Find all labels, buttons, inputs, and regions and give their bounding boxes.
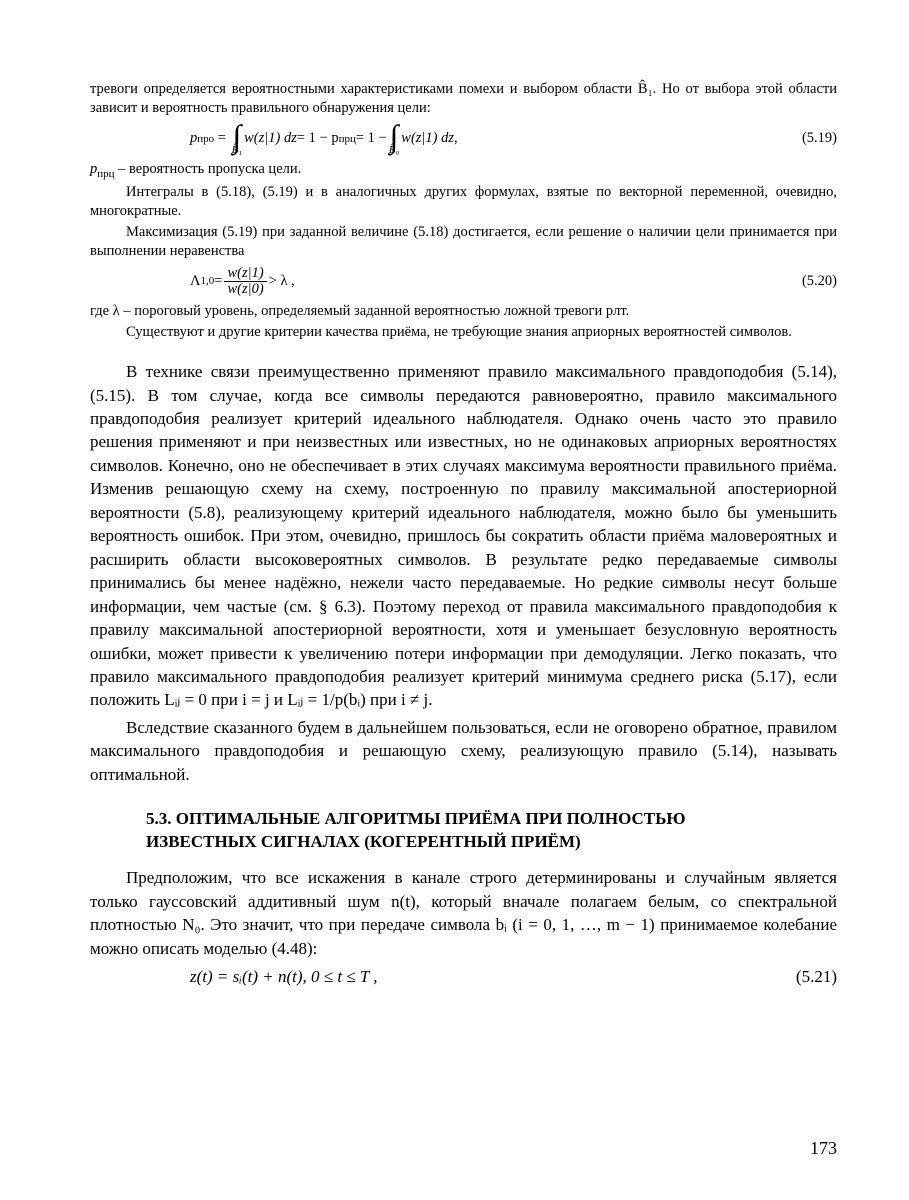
lambda-def: где λ – пороговый уровень, определяемый … (90, 302, 837, 321)
eq519-lhs: p (190, 130, 197, 146)
eq520-fraction: w(z|1) w(z|0) (224, 266, 266, 296)
page-number: 173 (810, 1136, 837, 1160)
eq519-int2-body: w(z|1) dz (401, 130, 454, 146)
p-sym-sub: прц (97, 168, 114, 180)
section-5-3-title: 5.3. ОПТИМАЛЬНЫЕ АЛГОРИТМЫ ПРИЁМА ПРИ ПО… (146, 808, 837, 854)
eq520-lhs-sub: 1,0 (201, 274, 215, 288)
int1-lower: B̂₁ (232, 147, 243, 154)
eq520-lhs: Λ (190, 272, 201, 291)
eq520-number: (5.20) (767, 272, 837, 291)
int2-lower: B̂₀ (389, 147, 400, 154)
page-container: тревоги определяется вероятностными хара… (0, 0, 909, 1200)
eq520-den: w(z|0) (227, 281, 263, 297)
integral-2: ∫ B̂₀ (389, 124, 400, 154)
eq519-mid1: = 1 − p (297, 129, 339, 148)
eq520-tail: > λ , (269, 272, 295, 291)
eq521-body: z(t) = sᵢ(t) + n(t), 0 ≤ t ≤ T , (190, 966, 378, 989)
section-title-line1: 5.3. ОПТИМАЛЬНЫЕ АЛГОРИТМЫ ПРИЁМА ПРИ ПО… (146, 808, 837, 831)
main-paragraph-1: В технике связи преимущественно применяю… (90, 360, 837, 712)
eq521-number: (5.21) (767, 966, 837, 989)
integral-1: ∫ B̂₁ (232, 124, 243, 154)
main-paragraph-2: Вследствие сказанного будем в дальнейшем… (90, 716, 837, 786)
eq519-int1-body: w(z|1) dz (244, 130, 297, 146)
other-criteria: Существуют и другие критерии качества пр… (90, 323, 837, 342)
equation-5-19: pпро = ∫ B̂₁ w(z|1) dz = 1 − pпрц = 1 − … (90, 124, 837, 154)
maximization-note: Максимизация (5.19) при заданной величин… (90, 223, 837, 261)
eq520-num: w(z|1) (227, 265, 263, 281)
eq519-mid2: = 1 − (356, 129, 387, 148)
equation-5-21: z(t) = sᵢ(t) + n(t), 0 ≤ t ≤ T , (5.21) (90, 966, 837, 989)
eq519-lhs-sub: про (197, 132, 214, 146)
eq519-tail: , (454, 129, 458, 148)
eq519-mid1-sub: прц (339, 132, 356, 146)
section-5-3-para: Предположим, что все искажения в канале … (90, 866, 837, 960)
p-prc-def: pпрц – вероятность пропуска цели. (90, 160, 837, 181)
p-def-text: – вероятность пропуска цели. (115, 161, 302, 177)
section-title-line2: ИЗВЕСТНЫХ СИГНАЛАХ (КОГЕРЕНТНЫЙ ПРИЁМ) (146, 831, 837, 854)
intro-para: тревоги определяется вероятностными хара… (90, 80, 837, 118)
eq519-number: (5.19) (767, 129, 837, 148)
eq520-eq: = (214, 272, 222, 291)
integrals-note: Интегралы в (5.18), (5.19) и в аналогичн… (90, 183, 837, 221)
eq-text: = (214, 129, 229, 148)
equation-5-20: Λ1,0 = w(z|1) w(z|0) > λ , (5.20) (90, 266, 837, 296)
